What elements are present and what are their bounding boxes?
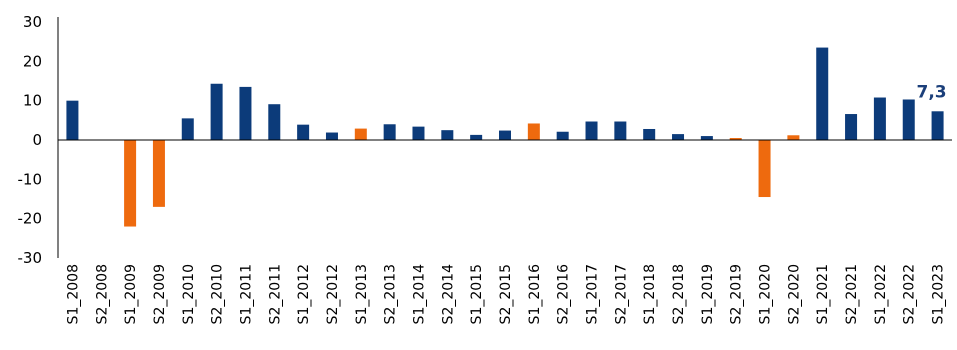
- bar: [787, 135, 800, 140]
- x-tick-label: S1_2013: [354, 264, 370, 324]
- y-axis-tick-labels: -30 -20 -10 0 10 20 30: [18, 13, 43, 267]
- x-tick-label: S2_2019: [729, 264, 745, 324]
- x-tick-label: S1_2009: [123, 264, 139, 324]
- x-tick-label: S2_2012: [325, 264, 341, 324]
- x-tick-label: S1_2014: [411, 264, 427, 325]
- bar: [354, 128, 367, 140]
- bar: [585, 121, 598, 140]
- bar: [181, 118, 194, 140]
- bar: [672, 134, 685, 140]
- bar: [66, 100, 79, 140]
- y-tick-label: 0: [32, 131, 42, 149]
- bar-series: [66, 47, 944, 227]
- y-tick-label: 30: [23, 13, 42, 31]
- bar: [383, 124, 396, 140]
- bar: [556, 131, 569, 140]
- bar: [873, 97, 886, 140]
- bar: [816, 47, 829, 140]
- x-tick-label: S1_2021: [815, 264, 831, 324]
- bar: [412, 126, 425, 140]
- x-tick-label: S1_2011: [238, 264, 254, 324]
- x-tick-label: S2_2020: [786, 264, 802, 324]
- x-tick-label: S2_2014: [440, 264, 456, 325]
- x-tick-label: S1_2012: [296, 264, 312, 324]
- bar: [297, 124, 310, 140]
- bar: [470, 134, 483, 140]
- x-tick-label: S2_2015: [498, 264, 514, 324]
- bar: [931, 111, 944, 140]
- y-tick-label: 20: [23, 52, 42, 70]
- x-tick-label: S1_2010: [181, 264, 197, 324]
- x-tick-label: S2_2016: [556, 264, 572, 325]
- x-tick-label: S1_2017: [585, 264, 601, 324]
- x-tick-label: S1_2016: [527, 264, 543, 325]
- y-tick-label: 10: [23, 92, 42, 110]
- data-label: 7,3: [917, 82, 947, 102]
- x-axis-category-labels: S1_2008 S2_2008 S1_2009 S2_2009 S1_2010 S2_20…: [65, 264, 946, 325]
- bar: [614, 121, 627, 140]
- bar: [441, 130, 454, 140]
- x-tick-label: S1_2023: [931, 264, 947, 324]
- x-tick-label: S1_2022: [873, 264, 889, 324]
- bar: [268, 104, 281, 140]
- x-tick-label: S2_2009: [152, 264, 168, 324]
- x-tick-label: S2_2018: [671, 264, 687, 324]
- x-tick-label: S1_2019: [700, 264, 716, 324]
- bar: [325, 132, 338, 140]
- y-tick-label: -30: [18, 249, 43, 267]
- bar: [152, 140, 165, 207]
- x-tick-label: S1_2018: [642, 264, 658, 324]
- bar: [902, 99, 915, 140]
- bar: [527, 123, 540, 140]
- x-tick-label: S2_2011: [267, 264, 283, 324]
- x-tick-label: S1_2015: [469, 264, 485, 324]
- x-tick-label: S2_2013: [383, 264, 399, 324]
- y-tick-label: -20: [18, 210, 43, 228]
- bar: [239, 86, 252, 140]
- x-tick-label: S2_2008: [94, 264, 110, 324]
- x-tick-label: S2_2022: [902, 264, 918, 324]
- y-tick-label: -10: [18, 170, 43, 188]
- bar: [210, 83, 223, 140]
- bar: [643, 128, 656, 140]
- x-tick-label: S1_2008: [65, 264, 81, 324]
- bar: [845, 114, 858, 140]
- x-tick-label: S1_2020: [758, 264, 774, 324]
- bar: [124, 140, 137, 227]
- bar: [700, 136, 713, 140]
- bar: [499, 130, 511, 140]
- x-tick-label: S2_2017: [613, 264, 629, 324]
- axes: [57, 17, 952, 258]
- bar: [758, 140, 771, 198]
- bar: [729, 138, 742, 140]
- data-labels: 7,3: [917, 82, 947, 102]
- x-tick-label: S2_2010: [210, 264, 226, 324]
- x-tick-label: S2_2021: [844, 264, 860, 324]
